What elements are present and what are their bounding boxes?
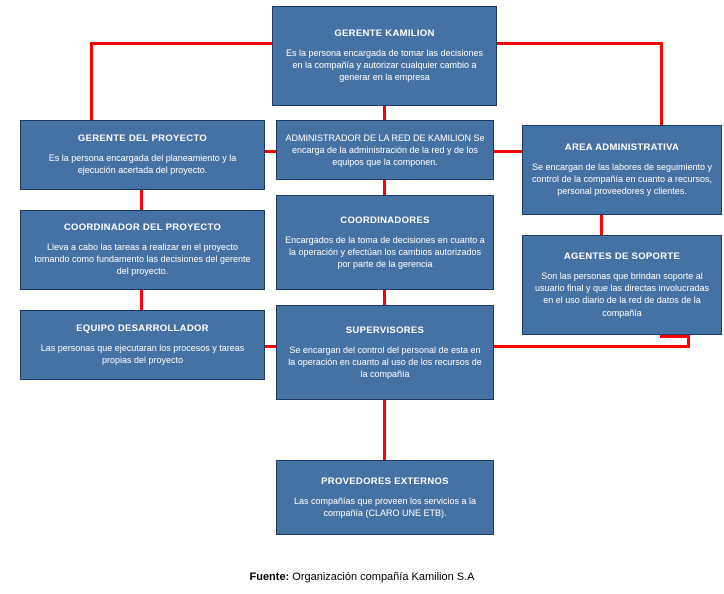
edge [660,42,663,125]
edge [660,335,690,338]
edge [660,335,663,338]
caption-text: Organización compañía Kamilion S.A [289,571,474,583]
caption-prefix: Fuente: [250,571,290,583]
node-title: COORDINADORES [340,215,429,228]
node-provedores: PROVEDORES EXTERNOS Las compañías que pr… [276,460,494,535]
node-title: EQUIPO DESARROLLADOR [76,323,209,336]
edge [265,150,276,153]
node-title: GERENTE KAMILION [334,28,434,41]
edge [140,190,143,210]
node-title: AREA ADMINISTRATIVA [565,142,679,155]
node-coordinadores: COORDINADORES Encargados de la toma de d… [276,195,494,290]
caption: Fuente: Organización compañía Kamilion S… [0,571,724,583]
node-desc: Las personas que ejecutaran los procesos… [29,342,256,366]
node-gerente-kamilion: GERENTE KAMILION Es la persona encargada… [272,6,497,106]
node-title: SUPERVISORES [346,325,424,338]
edge [383,180,386,195]
node-desc: ADMINISTRADOR DE LA RED DE KAMILION Se e… [285,132,485,168]
node-coord-proyecto: COORDINADOR DEL PROYECTO Lleva a cabo la… [20,210,265,290]
edge [265,345,276,348]
edge [383,106,386,120]
node-admin-red: ADMINISTRADOR DE LA RED DE KAMILION Se e… [276,120,494,180]
node-desc: Son las personas que brindan soporte al … [531,270,713,319]
edge [494,150,522,153]
node-desc: Se encargan del control del personal de … [285,344,485,380]
node-desc: Es la persona encargada de tomar las dec… [281,47,488,83]
node-title: COORDINADOR DEL PROYECTO [64,222,221,235]
node-desc: Lleva a cabo las tareas a realizar en el… [29,241,256,277]
node-equipo-desarrollador: EQUIPO DESARROLLADOR Las personas que ej… [20,310,265,380]
edge [90,42,93,120]
node-desc: Las compañías que proveen los servicios … [285,495,485,519]
node-title: AGENTES DE SOPORTE [564,251,680,264]
edge [494,345,690,348]
node-title: GERENTE DEL PROYECTO [78,133,207,146]
node-agentes-soporte: AGENTES DE SOPORTE Son las personas que … [522,235,722,335]
node-supervisores: SUPERVISORES Se encargan del control del… [276,305,494,400]
edge [600,215,603,235]
node-gerente-proyecto: GERENTE DEL PROYECTO Es la persona encar… [20,120,265,190]
node-area-admin: AREA ADMINISTRATIVA Se encargan de las l… [522,125,722,215]
edge [90,42,272,45]
node-title: PROVEDORES EXTERNOS [321,476,449,489]
node-desc: Se encargan de las labores de seguimient… [531,161,713,197]
edge [383,400,386,460]
node-desc: Es la persona encargada del planeamiento… [29,152,256,176]
edge [140,290,143,310]
edge [497,42,663,45]
node-desc: Encargados de la toma de decisiones en c… [285,234,485,270]
edge [383,290,386,305]
